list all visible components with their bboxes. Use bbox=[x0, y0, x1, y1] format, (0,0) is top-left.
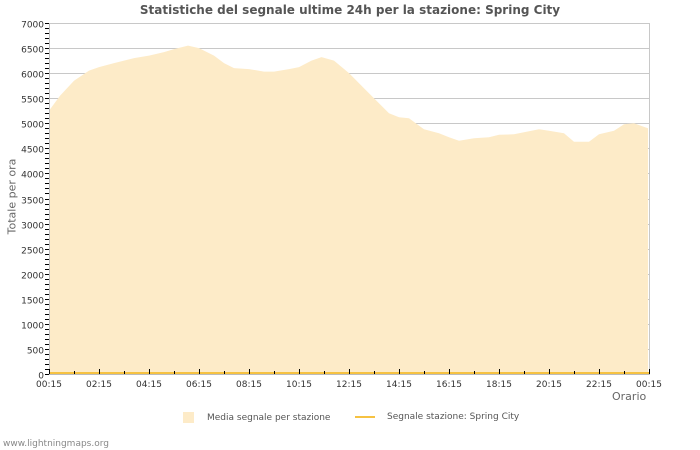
y-tick-label: 2000 bbox=[21, 272, 44, 282]
y-tick-label: 2500 bbox=[21, 247, 44, 257]
legend-item-area: Media segnale per stazione bbox=[183, 412, 330, 423]
y-tick-label: 5500 bbox=[21, 96, 44, 106]
area-series-media bbox=[49, 45, 648, 374]
y-tick-label: 500 bbox=[27, 347, 44, 357]
y-tick-label: 3000 bbox=[21, 222, 44, 232]
x-tick-label: 06:15 bbox=[186, 380, 212, 390]
legend-area-swatch-icon bbox=[183, 412, 194, 423]
legend-label: Media segnale per stazione bbox=[207, 412, 331, 423]
legend-line-swatch-icon bbox=[355, 416, 375, 418]
x-tick-label: 10:15 bbox=[286, 380, 312, 390]
chart-title: Statistiche del segnale ultime 24h per l… bbox=[139, 3, 561, 17]
x-tick-label: 12:15 bbox=[336, 380, 362, 390]
axes: 0 500 1000 1500 2000 2500 3000 3500 4000 4500 5000… bbox=[21, 21, 662, 391]
x-tick-label: 02:15 bbox=[86, 380, 112, 390]
x-tick-label: 00:15 bbox=[36, 380, 62, 390]
x-tick-label: 22:15 bbox=[586, 380, 612, 390]
y-tick-label: 0 bbox=[38, 372, 44, 382]
x-tick-label: 14:15 bbox=[386, 380, 412, 390]
x-tick-label: 18:15 bbox=[486, 380, 512, 390]
footer-credit: www.lightningmaps.org bbox=[3, 439, 109, 449]
y-tick-label: 7000 bbox=[21, 21, 44, 31]
x-tick-label: 08:15 bbox=[236, 380, 262, 390]
y-tick-label: 1000 bbox=[21, 322, 44, 332]
y-tick-label: 5000 bbox=[21, 121, 44, 131]
y-tick-label: 4000 bbox=[21, 171, 44, 181]
x-tick-label: 00:15 bbox=[636, 380, 662, 390]
y-tick-label: 3500 bbox=[21, 197, 44, 207]
x-axis-label: Orario bbox=[612, 390, 647, 403]
legend-label: Segnale stazione: Spring City bbox=[387, 412, 520, 422]
x-tick-label: 20:15 bbox=[536, 380, 562, 390]
y-tick-label: 4500 bbox=[21, 146, 44, 156]
x-tick-label: 16:15 bbox=[436, 380, 462, 390]
y-tick-label: 6000 bbox=[21, 71, 44, 81]
legend-item-line: Segnale stazione: Spring City bbox=[355, 412, 519, 422]
y-axis-label: Totale per ora bbox=[5, 158, 19, 235]
x-tick-label: 04:15 bbox=[136, 380, 162, 390]
y-tick-label: 1500 bbox=[21, 297, 44, 307]
y-tick-label: 6500 bbox=[21, 46, 44, 56]
